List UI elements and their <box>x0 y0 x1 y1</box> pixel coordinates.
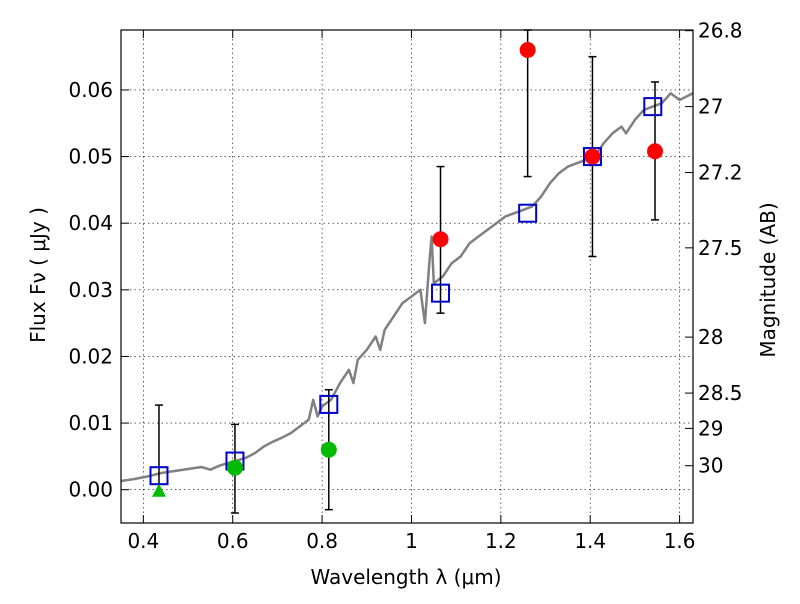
data-markers <box>149 41 664 497</box>
y-axis-label: Flux Fν ( μJy ) <box>26 207 50 343</box>
x-tick-label: 1.2 <box>485 529 517 553</box>
y-tick-label: 0.04 <box>68 211 113 235</box>
right-tick-label: 28.5 <box>698 381 743 405</box>
y-tick-label: 0.02 <box>68 344 113 368</box>
model-flux-square <box>319 394 339 414</box>
grid-lines <box>121 30 693 523</box>
tick-labels: 0.4 0.6 0.8 1 1.2 1.4 1.6 0.00 0.01 0.02 0.03 0.04 0… <box>68 19 742 553</box>
model-flux-square <box>643 97 663 117</box>
right-axis-label: Magnitude (AB) <box>756 202 780 357</box>
observed-flux-point <box>647 143 664 160</box>
right-tick-label: 29 <box>698 416 723 440</box>
y-tick-label: 0.06 <box>68 78 113 102</box>
x-tick-label: 0.6 <box>217 529 249 553</box>
model-flux-square <box>582 147 602 167</box>
observed-flux-point <box>584 148 601 165</box>
y-tick-label: 0.03 <box>68 278 113 302</box>
observed-flux-point <box>320 441 337 458</box>
x-tick-label: 0.4 <box>127 529 159 553</box>
y-tick-label: 0.00 <box>68 478 113 502</box>
model-flux-square <box>431 283 451 303</box>
right-tick-label: 28 <box>698 325 723 349</box>
x-tick-label: 1.4 <box>574 529 606 553</box>
y-tick-label: 0.01 <box>68 411 113 435</box>
observed-flux-point <box>432 231 449 248</box>
model-flux-square <box>518 203 538 223</box>
x-tick-label: 1.6 <box>664 529 696 553</box>
error-bars <box>154 29 660 514</box>
axes <box>120 29 694 524</box>
x-axis-label: Wavelength λ (μm) <box>310 565 501 589</box>
right-tick-label: 30 <box>698 454 723 478</box>
y-tick-label: 0.05 <box>68 145 113 169</box>
right-tick-label: 26.8 <box>698 19 743 43</box>
x-tick-label: 0.8 <box>306 529 338 553</box>
plot-frame <box>120 29 694 524</box>
observed-flux-point <box>519 41 536 58</box>
observed-flux-point <box>226 459 243 476</box>
x-tick-label: 1 <box>405 529 418 553</box>
right-tick-label: 27.5 <box>698 236 743 260</box>
right-tick-label: 27 <box>698 95 723 119</box>
upper-limit-triangle <box>151 483 166 497</box>
right-tick-label: 27.2 <box>698 161 743 185</box>
